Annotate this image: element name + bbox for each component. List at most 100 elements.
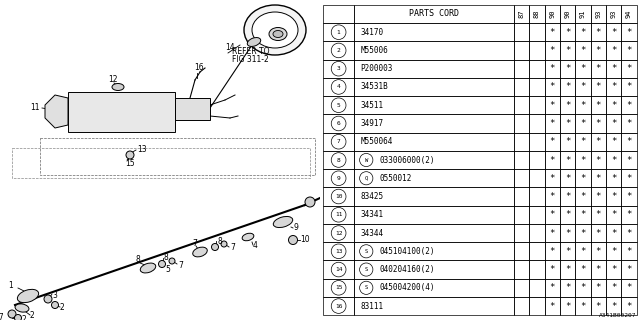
Text: 3: 3 [337,66,340,71]
Bar [545,96,560,114]
Bar [560,260,575,279]
Circle shape [51,301,58,308]
Bar [560,114,575,132]
Text: 1: 1 [8,281,13,290]
Text: *: * [580,46,586,55]
Bar [514,96,529,114]
Bar [323,78,354,96]
Text: *: * [596,137,601,146]
Text: *: * [580,247,586,256]
Bar [354,114,514,132]
Bar [591,260,606,279]
Bar [323,132,354,151]
Text: *: * [550,46,555,55]
Bar [621,60,637,78]
Bar [529,169,545,188]
Text: 6: 6 [337,121,340,126]
Text: 91: 91 [580,10,586,18]
Bar [591,188,606,206]
Bar [529,5,545,23]
Bar [606,5,621,23]
Circle shape [211,244,218,251]
Text: 10: 10 [335,194,342,199]
Bar [591,169,606,188]
Bar [560,297,575,315]
Text: *: * [565,210,570,219]
Bar [606,114,621,132]
Text: 12: 12 [108,76,118,84]
Text: 0550012: 0550012 [379,174,412,183]
Text: *: * [550,174,555,183]
Text: *: * [550,228,555,237]
Bar [606,297,621,315]
Bar [621,242,637,260]
Bar [560,188,575,206]
Bar [545,114,560,132]
Bar [591,224,606,242]
Bar [560,206,575,224]
Bar [621,96,637,114]
Text: *: * [627,228,632,237]
Bar [575,132,591,151]
Bar [354,279,514,297]
Text: *: * [580,283,586,292]
Bar [514,78,529,96]
Bar [529,114,545,132]
Bar [560,169,575,188]
Bar [591,60,606,78]
Bar [323,169,354,188]
Bar [560,41,575,60]
Text: *: * [580,228,586,237]
Bar [354,224,514,242]
Text: *: * [565,192,570,201]
Text: *: * [627,210,632,219]
Bar [560,96,575,114]
Bar [606,279,621,297]
Text: *: * [565,83,570,92]
Text: *: * [611,210,616,219]
Text: *: * [611,28,616,37]
Text: *: * [596,247,601,256]
Text: *: * [565,247,570,256]
Bar [529,260,545,279]
Bar [529,224,545,242]
Text: 16: 16 [335,304,342,308]
Ellipse shape [17,289,38,303]
Text: 90: 90 [549,10,556,18]
Bar [560,242,575,260]
Bar [575,297,591,315]
Bar [545,242,560,260]
Text: *: * [611,174,616,183]
Bar [606,242,621,260]
Text: *: * [627,83,632,92]
Bar [514,224,529,242]
Bar [591,132,606,151]
Bar [354,23,514,41]
Bar [354,297,514,315]
Text: *: * [580,64,586,73]
Text: 17: 17 [0,314,4,320]
Text: *: * [565,301,570,311]
Text: *: * [550,83,555,92]
Text: 34170: 34170 [360,28,383,37]
Bar [514,279,529,297]
Text: *: * [550,283,555,292]
Text: *: * [596,101,601,110]
Text: PARTS CORD: PARTS CORD [409,9,459,19]
Text: *: * [627,137,632,146]
Text: 14: 14 [335,267,342,272]
Bar [529,151,545,169]
Text: S: S [365,249,368,254]
Text: *: * [627,174,632,183]
Bar [545,224,560,242]
Text: *: * [580,156,586,164]
Bar [529,132,545,151]
Bar [354,260,514,279]
Text: W: W [365,157,368,163]
Bar [575,114,591,132]
Text: *: * [627,283,632,292]
Text: *: * [596,64,601,73]
Text: *: * [611,64,616,73]
Bar [591,5,606,23]
Bar [575,206,591,224]
